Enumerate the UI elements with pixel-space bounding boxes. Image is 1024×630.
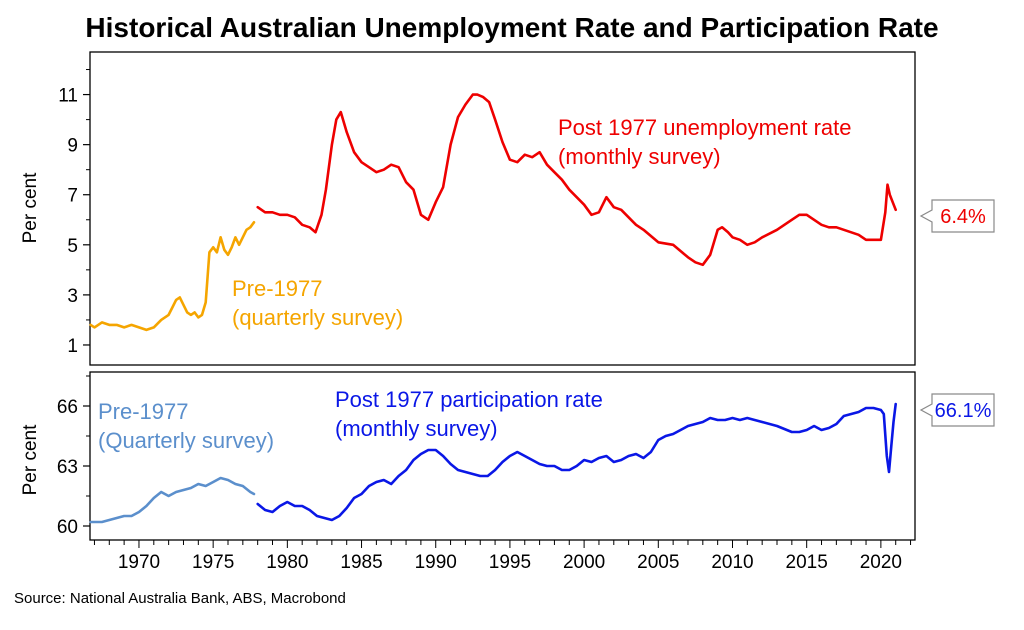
- x-tick-label: 2015: [786, 552, 828, 573]
- x-tick-label: 1985: [340, 552, 382, 573]
- series-label: (Quarterly survey): [98, 428, 274, 453]
- x-tick-label: 2020: [860, 552, 902, 573]
- y-tick-label: 11: [58, 86, 78, 107]
- y-tick-label: 1: [67, 336, 78, 357]
- plot-frame-2: [89, 371, 916, 541]
- callout-value: 6.4%: [940, 206, 986, 228]
- x-tick-label: 1980: [266, 552, 308, 573]
- series-label: Pre-1977: [232, 276, 323, 301]
- series-label: Pre-1977: [98, 399, 189, 424]
- y-tick-label: 9: [67, 136, 78, 157]
- y-tick-label: 66: [57, 397, 78, 418]
- x-tick-label: 1970: [118, 552, 160, 573]
- x-tick-label: 2000: [563, 552, 605, 573]
- callout-value: 66.1%: [935, 400, 992, 422]
- series-label: (quarterly survey): [232, 305, 403, 330]
- y-axis-label: Per cent: [20, 424, 41, 495]
- y-tick-label: 60: [57, 517, 78, 538]
- series-line-1-2: [256, 93, 898, 267]
- y-axis-label: Per cent: [20, 172, 41, 243]
- x-tick-label: 2005: [637, 552, 679, 573]
- callout-box: [919, 393, 995, 427]
- series-line-2-1: [89, 476, 256, 524]
- x-tick-label: 1995: [489, 552, 531, 573]
- series-line-2-2: [256, 402, 898, 522]
- y-tick-label: 5: [67, 236, 78, 257]
- chart-title: Historical Australian Unemployment Rate …: [85, 12, 939, 43]
- callout-box: [919, 199, 995, 233]
- y-tick-label: 7: [67, 186, 78, 207]
- y-tick-label: 3: [67, 286, 78, 307]
- source-note: Source: National Australia Bank, ABS, Ma…: [14, 590, 346, 607]
- series-line-1-1: [89, 221, 256, 332]
- x-tick-label: 1990: [415, 552, 457, 573]
- series-label: Post 1977 unemployment rate: [558, 115, 852, 140]
- plot-frame-1: [89, 51, 916, 366]
- series-label: (monthly survey): [335, 416, 498, 441]
- series-label: (monthly survey): [558, 144, 721, 169]
- x-tick-label: 1975: [192, 552, 234, 573]
- y-tick-label: 63: [57, 457, 78, 478]
- x-tick-label: 2010: [711, 552, 753, 573]
- series-label: Post 1977 participation rate: [335, 387, 603, 412]
